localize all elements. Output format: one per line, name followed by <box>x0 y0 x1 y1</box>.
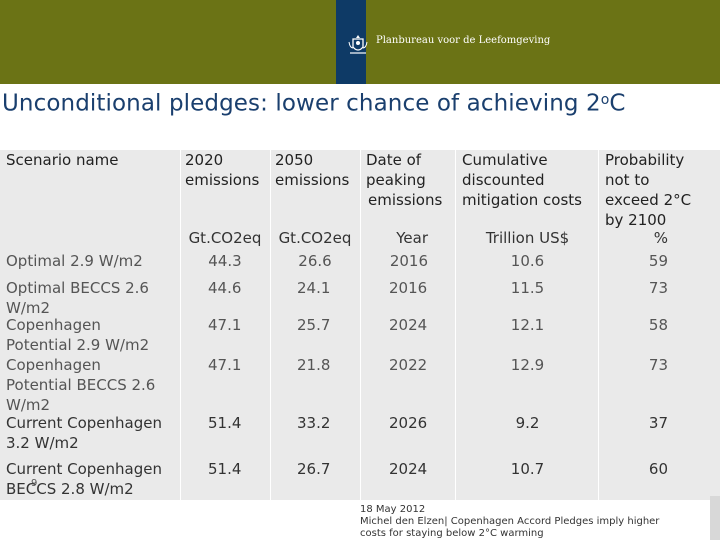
header-line: by 2100 <box>605 211 667 229</box>
value-2050: 26.7 <box>297 460 331 478</box>
value-cost: 12.1 <box>510 316 545 334</box>
header-line: Probability <box>605 151 685 169</box>
value-2020: 51.4 <box>208 460 242 478</box>
name-line: 3.2 W/m2 <box>6 434 79 452</box>
header-scenario-name: Scenario name <box>6 151 119 169</box>
scenario-name: Current Copenhagen 3.2 W/m2 <box>6 413 162 453</box>
name-line: W/m2 <box>6 396 51 414</box>
header-mitigation-costs: Cumulative discounted mitigation costs <box>462 150 582 210</box>
value-prob: 60 <box>648 460 668 478</box>
value-2050: 25.7 <box>297 316 331 334</box>
header-line: not to <box>605 171 650 189</box>
unit-prob: % <box>653 229 668 247</box>
header-2020-emissions: 2020 emissions <box>185 150 259 190</box>
column-divider <box>270 150 271 500</box>
header-peaking-date: Date of peaking emissions <box>366 150 442 210</box>
header-line: emissions <box>368 191 443 209</box>
title-text: Unconditional pledges: lower chance of a… <box>2 90 601 117</box>
header-probability: Probability not to exceed 2°C by 2100 <box>605 150 691 230</box>
value-peak: 2016 <box>389 279 428 297</box>
value-cost: 11.5 <box>510 279 545 297</box>
value-cost: 12.9 <box>510 356 545 374</box>
footer-date: 18 May 2012 <box>360 504 426 515</box>
value-2050: 24.1 <box>297 279 331 297</box>
value-2050: 26.6 <box>298 252 332 270</box>
title-suffix: C <box>609 90 626 117</box>
value-2020: 44.3 <box>208 252 242 270</box>
value-peak: 2024 <box>389 460 428 478</box>
page-number: 9 <box>31 478 38 489</box>
value-peak: 2016 <box>389 252 428 270</box>
header-line: mitigation costs <box>462 191 582 209</box>
organization-name: Planbureau voor de Leefomgeving <box>376 35 551 46</box>
value-peak: 2024 <box>389 316 428 334</box>
name-line: Current Copenhagen <box>6 414 162 432</box>
value-prob: 58 <box>648 316 668 334</box>
value-2020: 51.4 <box>208 414 242 432</box>
header-line: exceed 2°C <box>605 191 692 209</box>
footer-author: Michel den Elzen| Copenhagen Accord Pled… <box>360 516 660 527</box>
unit-2050: Gt.CO2eq <box>278 229 352 247</box>
name-line: W/m2 <box>6 299 51 317</box>
name-line: Potential BECCS 2.6 <box>6 376 156 394</box>
value-2050: 33.2 <box>297 414 331 432</box>
value-2020: 47.1 <box>208 356 242 374</box>
scenario-name: Copenhagen Potential BECCS 2.6 W/m2 <box>6 355 155 415</box>
value-2050: 21.8 <box>297 356 331 374</box>
value-prob: 73 <box>648 279 668 297</box>
page-title: Unconditional pledges: lower chance of a… <box>2 90 626 117</box>
unit-2020: Gt.CO2eq <box>188 229 262 247</box>
header-line: 2020 <box>185 151 224 169</box>
unit-cost: Trillion US$ <box>485 229 570 247</box>
header-line: Cumulative <box>462 151 548 169</box>
name-line: BECCS 2.8 W/m2 <box>6 480 134 498</box>
value-prob: 59 <box>648 252 668 270</box>
value-prob: 37 <box>648 414 668 432</box>
unit-peak: Year <box>396 229 428 247</box>
scenario-name: Optimal BECCS 2.6 W/m2 <box>6 278 149 318</box>
column-divider <box>360 150 361 500</box>
value-prob: 73 <box>648 356 668 374</box>
scenario-name: Current Copenhagen BECCS 2.8 W/m2 <box>6 459 162 499</box>
name-line: Optimal BECCS 2.6 <box>6 279 149 297</box>
column-divider <box>180 150 181 500</box>
header-line: Date of <box>366 151 422 169</box>
name-line: Potential 2.9 W/m2 <box>6 336 150 354</box>
footer-subtitle: costs for staying below 2°C warming <box>360 528 544 539</box>
logo-block <box>336 0 366 84</box>
value-2020: 47.1 <box>208 316 242 334</box>
value-peak: 2022 <box>389 356 428 374</box>
name-line: Current Copenhagen <box>6 460 162 478</box>
value-cost: 10.7 <box>510 460 545 478</box>
header-line: emissions <box>275 171 350 189</box>
header-line: emissions <box>185 171 260 189</box>
value-2020: 44.6 <box>208 279 242 297</box>
column-divider <box>598 150 599 500</box>
scenario-name: Copenhagen Potential 2.9 W/m2 <box>6 315 149 355</box>
footer-text: 18 May 2012 Michel den Elzen| Copenhagen… <box>360 504 710 540</box>
footer-mark <box>710 496 720 540</box>
column-divider <box>455 150 456 500</box>
value-cost: 10.6 <box>510 252 545 270</box>
name-line: Copenhagen <box>6 316 101 334</box>
header-line: 2050 <box>275 151 314 169</box>
scenario-name: Optimal 2.9 W/m2 <box>6 252 143 270</box>
title-superscript: o <box>600 92 610 108</box>
header-line: discounted <box>462 171 545 189</box>
header-2050-emissions: 2050 emissions <box>275 150 349 190</box>
header-line: peaking <box>366 171 426 189</box>
value-peak: 2026 <box>389 414 428 432</box>
coat-of-arms-icon <box>348 35 368 54</box>
name-line: Copenhagen <box>6 356 101 374</box>
value-cost: 9.2 <box>515 414 540 432</box>
